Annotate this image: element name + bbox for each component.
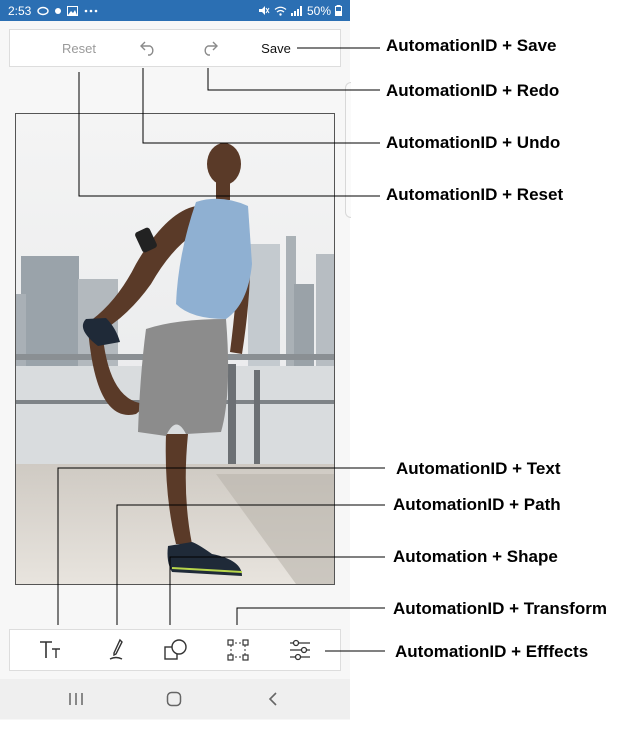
shape-icon: [164, 639, 187, 660]
text-icon: [40, 641, 60, 658]
notification-dot-icon: [55, 7, 62, 14]
annotation-transform: AutomationID + Transform: [393, 599, 607, 618]
status-bar: 2:53 50%: [0, 0, 350, 21]
redo-icon: [204, 41, 218, 56]
path-tool-button[interactable]: [102, 634, 134, 666]
text-tool-button[interactable]: [35, 634, 67, 666]
save-button[interactable]: Save: [261, 40, 291, 56]
image-canvas[interactable]: [15, 113, 335, 585]
back-icon: [268, 692, 277, 706]
image-icon: [67, 5, 79, 16]
annotation-text: AutomationID + Text: [396, 459, 561, 478]
battery-percent: 50%: [306, 3, 331, 18]
home-button[interactable]: [159, 687, 189, 711]
undo-button[interactable]: [134, 30, 162, 66]
bottom-toolbar: [9, 629, 341, 671]
shape-tool-button[interactable]: [160, 634, 192, 666]
recent-apps-button[interactable]: [61, 687, 91, 711]
side-scroll-handle[interactable]: [345, 82, 351, 218]
undo-icon: [140, 41, 154, 56]
signal-icon: [290, 5, 303, 16]
recent-apps-icon: [69, 693, 83, 705]
annotation-path: AutomationID + Path: [393, 495, 561, 514]
transform-icon: [227, 639, 249, 661]
wifi-icon: [274, 6, 287, 16]
phone-screen: 2:53 50%: [0, 0, 351, 719]
annotation-undo: AutomationID + Undo: [386, 133, 561, 152]
top-toolbar: Reset Save: [9, 29, 341, 67]
transform-tool-button[interactable]: [222, 634, 254, 666]
status-time: 2:53: [8, 3, 32, 18]
annotation-reset: AutomationID + Reset: [386, 185, 564, 204]
mute-icon: [258, 5, 270, 16]
pen-icon: [109, 638, 123, 660]
effects-tool-button[interactable]: [284, 634, 316, 666]
android-nav-bar: [0, 679, 350, 719]
more-notifications-icon: [84, 9, 98, 13]
annotation-redo: AutomationID + Redo: [386, 81, 560, 100]
redo-button[interactable]: [196, 30, 224, 66]
sliders-icon: [290, 639, 310, 661]
photo-runner-stretching: [16, 114, 334, 584]
annotation-shape: Automation + Shape: [393, 547, 558, 566]
back-button[interactable]: [258, 687, 288, 711]
home-icon: [166, 691, 182, 707]
annotation-save: AutomationID + Save: [386, 36, 557, 55]
reset-button[interactable]: Reset: [62, 40, 96, 56]
battery-icon: [335, 5, 342, 16]
annotation-effects: AutomationID + Efffects: [395, 642, 589, 661]
cast-icon: [37, 6, 50, 16]
